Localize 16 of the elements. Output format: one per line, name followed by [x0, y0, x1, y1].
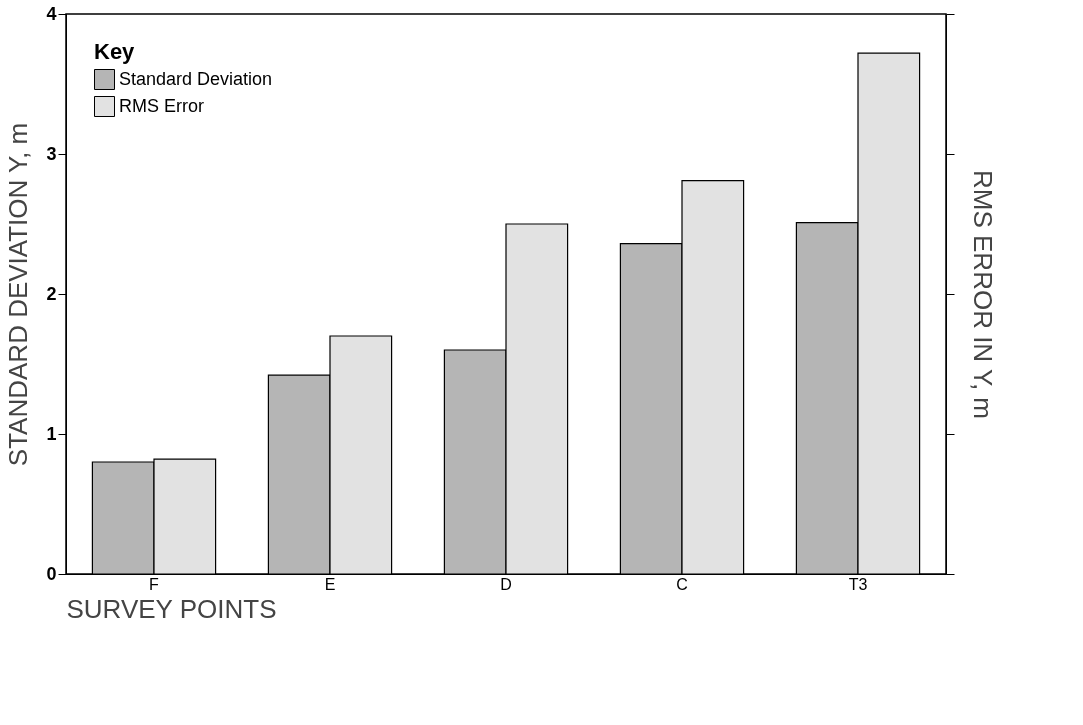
x-tick-label: E: [324, 575, 336, 593]
legend-title: Key: [94, 39, 136, 64]
y-tick-label: 0: [46, 563, 57, 584]
y-axis-title: STANDARD DEVIATION Y, m: [3, 122, 34, 467]
x-axis-title: SURVEY POINTS: [66, 593, 277, 624]
y-tick-label: 1: [46, 423, 57, 444]
y-tick-label: 2: [46, 283, 57, 304]
x-tick-label: D: [500, 575, 512, 593]
y-tick-label: 4: [46, 3, 57, 24]
y-tick-label: 3: [46, 143, 57, 164]
x-tick-label: T3: [848, 575, 868, 593]
x-tick-label: F: [149, 575, 160, 593]
y2-axis-title: RMS ERROR IN Y, m: [968, 170, 998, 419]
legend-label: Standard Deviation: [119, 68, 273, 89]
x-tick-label: C: [676, 575, 688, 593]
legend-label: RMS Error: [119, 95, 204, 116]
